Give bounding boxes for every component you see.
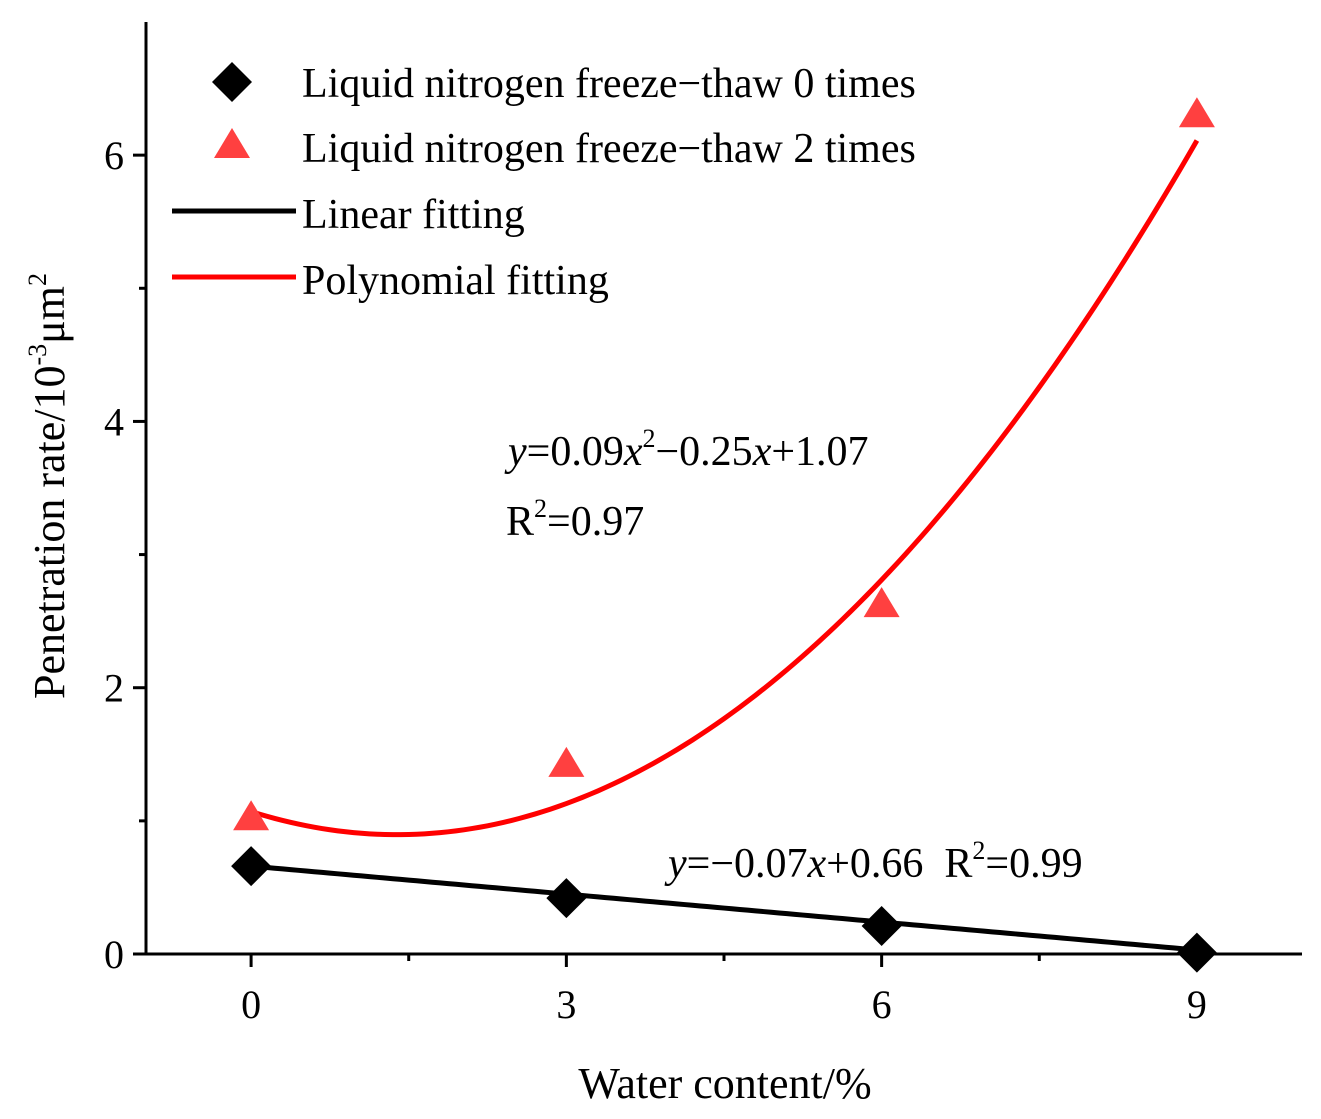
y-axis-title-main: Penetration rate/10 (25, 365, 74, 699)
x-tick-label: 6 (872, 982, 892, 1027)
y-tick-label: 6 (104, 133, 124, 178)
y-axis-title-exp: -3 (23, 344, 52, 366)
markers (231, 97, 1217, 973)
poly-eq-y: y (504, 429, 527, 475)
x-tick-label: 0 (241, 982, 261, 1027)
poly-r-sq: 2 (534, 494, 547, 523)
axes: 0 3 6 9 0 2 4 6 (104, 22, 1302, 1027)
x-axis-title: Water content/% (578, 1059, 871, 1108)
legend-label-fit-1: Polynomial fitting (302, 258, 609, 304)
ticks: 0 3 6 9 0 2 4 6 (104, 133, 1207, 1027)
legend-triangle-icon (214, 128, 250, 158)
y-axis-title-unit-exp: 2 (23, 273, 52, 286)
data-point-diamond (231, 846, 272, 887)
data-point-triangle (1178, 97, 1215, 128)
lin-eq-x: x (807, 841, 827, 887)
y-tick-label: 2 (104, 666, 124, 711)
legend-diamond-icon (212, 62, 252, 102)
legend-label-series-0: Liquid nitrogen freeze−thaw 0 times (302, 61, 916, 107)
poly-r-squared: R2=0.97 (506, 494, 644, 545)
poly-equation: y=0.09x2−0.25x+1.07 (504, 424, 869, 475)
data-point-diamond (861, 906, 902, 947)
legend-label-fit-0: Linear fitting (302, 192, 525, 238)
data-point-diamond (1176, 932, 1217, 973)
y-axis-title: Penetration rate/10-3μm2 (23, 273, 74, 699)
lin-eq-sq: 2 (972, 836, 985, 865)
lin-eq-p1: =−0.07 (687, 841, 808, 887)
poly-eq-p3: +1.07 (771, 429, 868, 475)
data-point-diamond (546, 878, 587, 919)
poly-eq-sq: 2 (643, 424, 656, 453)
y-tick-label: 4 (104, 399, 124, 444)
poly-r-val: =0.97 (547, 499, 644, 545)
poly-eq-p1: =0.09 (527, 429, 624, 475)
x-tick-label: 3 (556, 982, 576, 1027)
linear-equation: y=−0.07x+0.66 R2=0.99 (664, 836, 1083, 887)
legend: Liquid nitrogen freeze−thaw 0 times Liqu… (172, 61, 916, 304)
poly-r: R (506, 499, 534, 545)
legend-label-series-1: Liquid nitrogen freeze−thaw 2 times (302, 126, 916, 172)
data-point-triangle (863, 587, 900, 618)
fit-lines (250, 139, 1200, 953)
poly-eq-p2: −0.25 (656, 429, 753, 475)
y-tick-label: 0 (104, 932, 124, 977)
lin-eq-p2: +0.66 R (826, 841, 972, 887)
lin-eq-r2: =0.99 (985, 841, 1082, 887)
poly-eq-x: x (623, 429, 643, 475)
data-point-triangle (233, 800, 270, 831)
y-axis-title-unit: μm (25, 286, 74, 344)
poly-eq-x2: x (752, 429, 772, 475)
linear-fit-line (250, 863, 1198, 953)
polynomial-fit-line (250, 139, 1200, 838)
x-tick-label: 9 (1187, 982, 1207, 1027)
data-point-triangle (548, 746, 585, 777)
lin-eq-y: y (664, 841, 687, 887)
